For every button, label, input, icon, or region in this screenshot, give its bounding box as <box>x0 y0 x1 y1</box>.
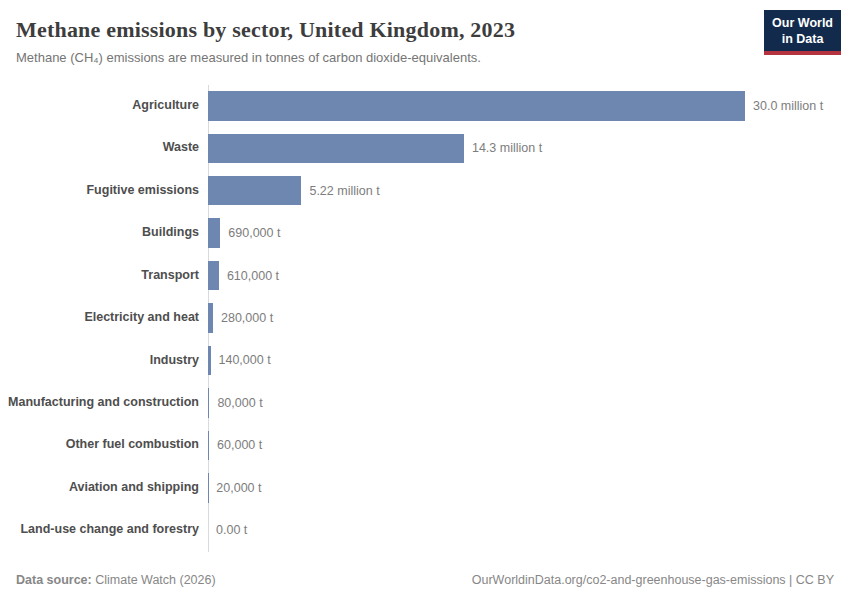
bar-chart: Agriculture 30.0 million t Waste 14.3 mi… <box>0 85 850 552</box>
value-label: 14.3 million t <box>472 141 542 155</box>
value-label: 690,000 t <box>228 226 280 240</box>
chart-header: Methane emissions by sector, United King… <box>0 0 850 67</box>
chart-title: Methane emissions by sector, United King… <box>16 17 834 43</box>
bar-row: Other fuel combustion 60,000 t <box>0 424 850 466</box>
bar-row: Industry 140,000 t <box>0 339 850 381</box>
bar-zone: 610,000 t <box>208 254 850 296</box>
owid-logo[interactable]: Our World in Data <box>764 10 841 55</box>
data-source: Data source: Climate Watch (2026) <box>16 573 216 587</box>
bar-row: Electricity and heat 280,000 t <box>0 297 850 339</box>
data-source-label: Data source: <box>16 573 92 587</box>
bar-zone: 80,000 t <box>208 382 850 424</box>
category-label: Industry <box>0 354 208 368</box>
chart-subtitle: Methane (CH₄) emissions are measured in … <box>16 50 834 66</box>
category-label: Land-use change and forestry <box>0 523 208 537</box>
bar-row: Transport 610,000 t <box>0 254 850 296</box>
bar-row: Land-use change and forestry 0.00 t <box>0 509 850 551</box>
category-label: Buildings <box>0 226 208 240</box>
bar-zone: 5.22 million t <box>208 170 850 212</box>
attribution-link[interactable]: OurWorldinData.org/co2-and-greenhouse-ga… <box>472 573 834 587</box>
category-label: Waste <box>0 141 208 155</box>
bar[interactable] <box>208 91 745 121</box>
bar[interactable] <box>208 303 213 333</box>
category-label: Aviation and shipping <box>0 481 208 495</box>
bar[interactable] <box>208 388 209 418</box>
owid-logo-line1: Our World <box>772 15 833 31</box>
bar[interactable] <box>208 346 211 376</box>
bar-row: Buildings 690,000 t <box>0 212 850 254</box>
category-label: Manufacturing and construction <box>0 396 208 410</box>
bar[interactable] <box>208 134 464 164</box>
bar-zone: 280,000 t <box>208 297 850 339</box>
bar-zone: 20,000 t <box>208 467 850 509</box>
value-label: 0.00 t <box>216 523 247 537</box>
value-label: 80,000 t <box>217 396 262 410</box>
value-label: 280,000 t <box>221 311 273 325</box>
bar-zone: 140,000 t <box>208 339 850 381</box>
bar-zone: 30.0 million t <box>208 85 850 127</box>
bar-row: Waste 14.3 million t <box>0 127 850 169</box>
value-label: 20,000 t <box>216 481 261 495</box>
bar-zone: 690,000 t <box>208 212 850 254</box>
bar-zone: 14.3 million t <box>208 127 850 169</box>
category-label: Transport <box>0 269 208 283</box>
bar-row: Fugitive emissions 5.22 million t <box>0 170 850 212</box>
bar[interactable] <box>208 431 209 461</box>
value-label: 30.0 million t <box>753 99 823 113</box>
bar[interactable] <box>208 218 220 248</box>
value-label: 60,000 t <box>217 438 262 452</box>
bar-row: Agriculture 30.0 million t <box>0 85 850 127</box>
bar[interactable] <box>208 261 219 291</box>
bar-zone: 60,000 t <box>208 424 850 466</box>
bar-row: Aviation and shipping 20,000 t <box>0 467 850 509</box>
bar[interactable] <box>208 176 301 206</box>
category-label: Other fuel combustion <box>0 438 208 452</box>
chart-footer: Data source: Climate Watch (2026) OurWor… <box>16 573 834 587</box>
bar-zone: 0.00 t <box>208 509 850 551</box>
category-label: Electricity and heat <box>0 311 208 325</box>
data-source-value: Climate Watch (2026) <box>95 573 215 587</box>
category-label: Agriculture <box>0 99 208 113</box>
owid-logo-line2: in Data <box>772 31 833 47</box>
value-label: 140,000 t <box>219 353 271 367</box>
bar-row: Manufacturing and construction 80,000 t <box>0 382 850 424</box>
value-label: 610,000 t <box>227 269 279 283</box>
owid-chart-frame: Methane emissions by sector, United King… <box>0 0 850 600</box>
value-label: 5.22 million t <box>309 184 379 198</box>
category-label: Fugitive emissions <box>0 184 208 198</box>
